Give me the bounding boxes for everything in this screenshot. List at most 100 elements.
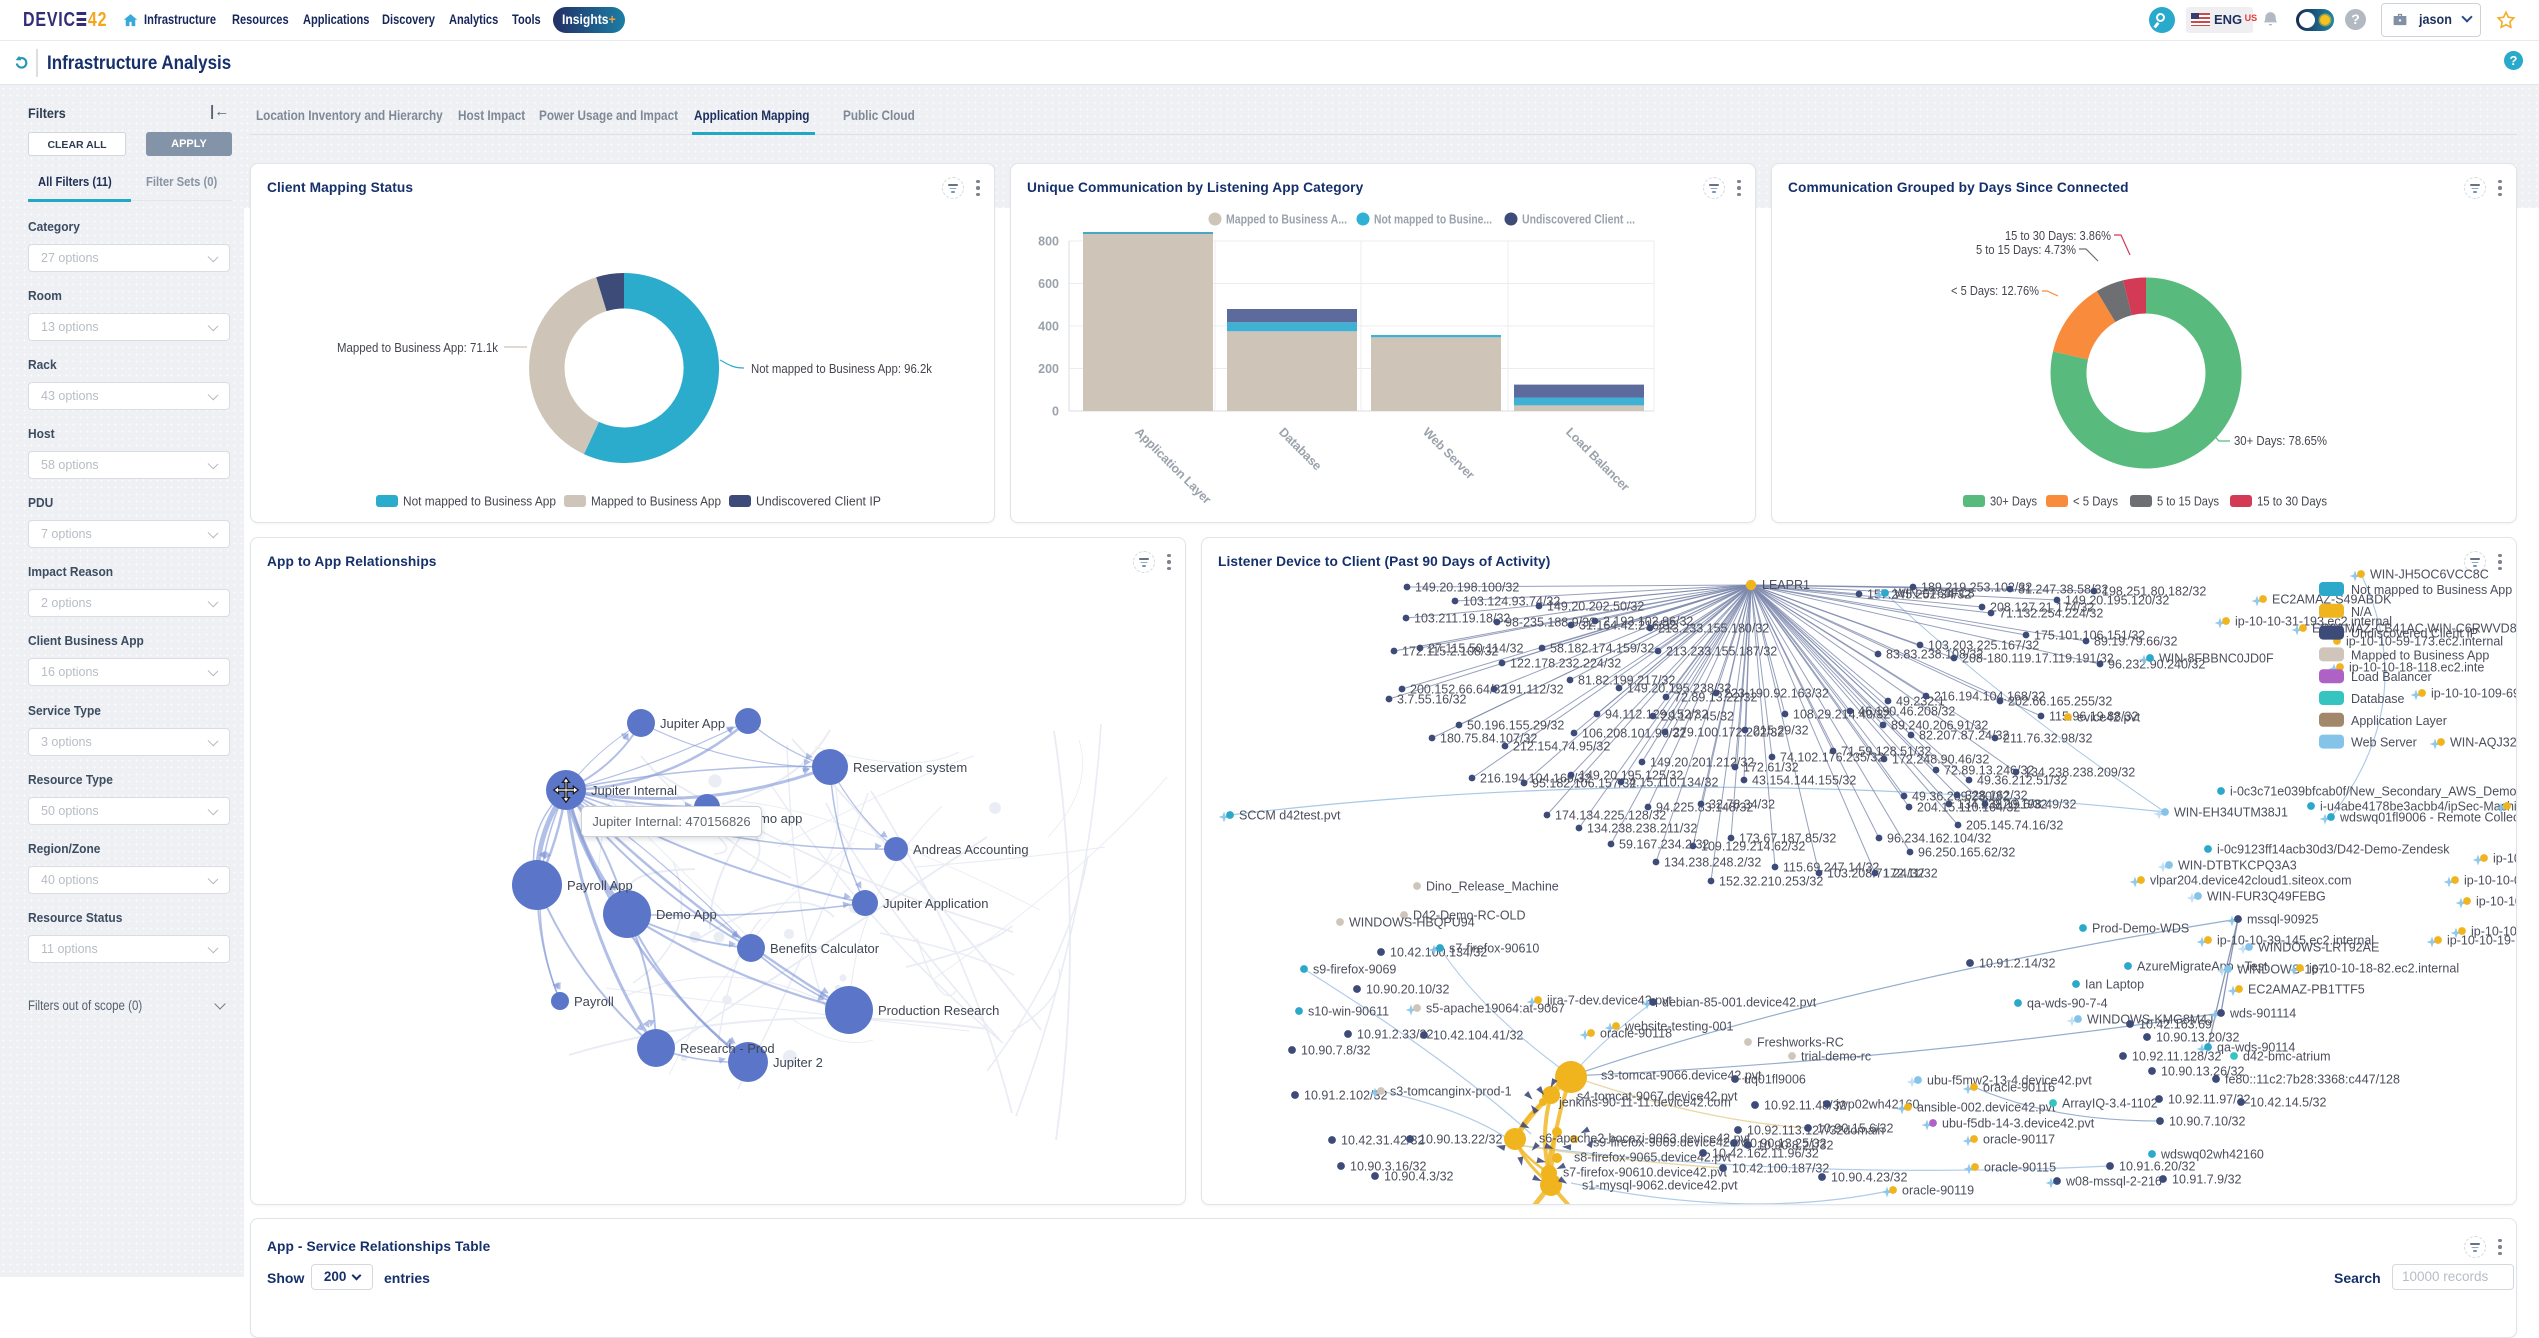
svg-text:10.90.4.23/32: 10.90.4.23/32 (1831, 1171, 1908, 1185)
svg-text:website-testing-001: website-testing-001 (1624, 1020, 1733, 1034)
svg-text:10.91.2.33/32: 10.91.2.33/32 (1357, 1028, 1434, 1042)
svg-text:Undiscovered Client ...: Undiscovered Client ... (1522, 213, 1635, 227)
svg-text:29.147.45/32: 29.147.45/32 (1661, 710, 1734, 724)
svg-text:ip-10-10-3: ip-10-10-3 (2516, 800, 2517, 814)
svg-text:74.102.176.235/32: 74.102.176.235/32 (1780, 751, 1884, 765)
svg-text:WINDOWS-LRT92AE: WINDOWS-LRT92AE (2258, 941, 2379, 955)
svg-text:89.19.79.66/32: 89.19.79.66/32 (2094, 635, 2177, 649)
svg-text:215.29/32: 215.29/32 (1753, 724, 1809, 738)
svg-text:202.66.165.255/32: 202.66.165.255/32 (2008, 695, 2112, 709)
svg-text:46.190.46.208/32: 46.190.46.208/32 (1858, 705, 1955, 719)
svg-text:debian-85-001.device42.pvt: debian-85-001.device42.pvt (1662, 996, 1817, 1010)
svg-text:10.90.15.6/32: 10.90.15.6/32 (1817, 1122, 1894, 1136)
svg-text:200.152.66.64/32: 200.152.66.64/32 (1410, 683, 1507, 697)
svg-text:71.59.128.51/32: 71.59.128.51/32 (1841, 745, 1931, 759)
svg-text:81.247.38.58/32: 81.247.38.58/32 (2018, 583, 2108, 597)
svg-text:109.129.214.62/32: 109.129.214.62/32 (1701, 840, 1805, 854)
svg-text:0: 0 (1052, 405, 1059, 419)
svg-text:WIN-AQJ324: WIN-AQJ324 (2450, 736, 2517, 750)
svg-text:mo app: mo app (759, 811, 802, 826)
svg-text:mssql-90925: mssql-90925 (2247, 913, 2319, 927)
svg-text:600: 600 (1038, 277, 1059, 291)
svg-text:ubu-f5mw2-13-4.device42.pvt: ubu-f5mw2-13-4.device42.pvt (1927, 1074, 2092, 1088)
svg-text:Undiscovered Client IP: Undiscovered Client IP (2351, 627, 2478, 641)
svg-text:i-0c3c71e039bfcab0f/New_Second: i-0c3c71e039bfcab0f/New_Secondary_AWS_De… (2230, 785, 2517, 799)
svg-text:SCCM d42test.pvt: SCCM d42test.pvt (1239, 809, 1341, 823)
svg-text:172.248.90.46/32: 172.248.90.46/32 (1892, 753, 1989, 767)
svg-text:15 to 30 Days: 3.86%: 15 to 30 Days: 3.86% (2005, 228, 2111, 243)
svg-text:5 to 15 Days: 4.73%: 5 to 15 Days: 4.73% (1976, 242, 2076, 257)
svg-text:115.69.247.14/32: 115.69.247.14/32 (1783, 861, 1879, 875)
svg-text:< 5 Days: < 5 Days (2073, 494, 2118, 509)
svg-text:191.112/32: 191.112/32 (1502, 683, 1564, 697)
svg-text:Jupiter Application: Jupiter Application (883, 896, 989, 911)
svg-text:30+ Days: 78.65%: 30+ Days: 78.65% (2234, 433, 2327, 448)
svg-text:EC2AMAZ-PB1TTF5: EC2AMAZ-PB1TTF5 (2248, 983, 2365, 997)
svg-text:122.178.232.224/32: 122.178.232.224/32 (1510, 657, 1621, 671)
svg-text:95.182.106.157/32: 95.182.106.157/32 (1532, 777, 1636, 791)
svg-text:174.134.225.128/32: 174.134.225.128/32 (1555, 809, 1666, 823)
svg-text:ip-10-10-6: ip-10-10-6 (2493, 852, 2517, 866)
svg-text:115.96.19.88/32: 115.96.19.88/32 (2049, 710, 2138, 724)
svg-text:ip-10-10-19-177.ec2.intern: ip-10-10-19-177.ec2.intern (2447, 934, 2517, 948)
svg-text:Jupiter 2: Jupiter 2 (773, 1055, 823, 1070)
svg-text:149.20.195.120/32: 149.20.195.120/32 (2065, 594, 2169, 608)
svg-text:10.92.11.97/32: 10.92.11.97/32 (2168, 1093, 2251, 1107)
svg-text:216.194.104.169/32: 216.194.104.169/32 (1480, 772, 1591, 786)
svg-text:208.127.21.174/32: 208.127.21.174/32 (1990, 601, 2094, 615)
svg-text:qa-wds-90-7-4: qa-wds-90-7-4 (2027, 997, 2108, 1011)
svg-text:Mapped to Business App: Mapped to Business App (591, 494, 721, 509)
svg-text:ArrayIQ-3.4-1102: ArrayIQ-3.4-1102 (2062, 1097, 2158, 1111)
svg-text:208-180.119.17.119.191/32: 208-180.119.17.119.191/32 (1962, 652, 2114, 666)
svg-text:328.162/32: 328.162/32 (1965, 789, 2028, 803)
svg-text:s4-tomcat-9067.device42.pvt: s4-tomcat-9067.device42.pvt (1577, 1090, 1738, 1104)
svg-text:10.90.13.26/32: 10.90.13.26/32 (2161, 1065, 2244, 1079)
svg-text:ip-10-10-99-14: ip-10-10-99-14 (2476, 895, 2517, 909)
svg-text:WIN-FUR3Q49FEBG: WIN-FUR3Q49FEBG (2207, 890, 2326, 904)
svg-text:82.207.87.24/32: 82.207.87.24/32 (1919, 729, 2009, 743)
svg-text:213.233.155.180/32: 213.233.155.180/32 (1658, 622, 1769, 636)
svg-text:jwp02wh42160: jwp02wh42160 (1835, 1098, 1919, 1112)
svg-text:149.20.202.50/32: 149.20.202.50/32 (1547, 600, 1644, 614)
svg-text:9.20.198.49/32: 9.20.198.49/32 (1993, 798, 2076, 812)
svg-text:s1-mysql-9062.device42.pvt: s1-mysql-9062.device42.pvt (1582, 1179, 1738, 1193)
svg-text:10.42.100.187/32: 10.42.100.187/32 (1732, 1162, 1829, 1176)
svg-text:134.238.19.6/32: 134.238.19.6/32 (1957, 798, 2047, 812)
svg-text:205.145.74.16/32: 205.145.74.16/32 (1966, 819, 2063, 833)
svg-text:172.11/32: 172.11/32 (1883, 867, 1938, 881)
svg-text:4.15.110.134/32: 4.15.110.134/32 (1629, 776, 1718, 790)
svg-text:2.193.102.96/32: 2.193.102.96/32 (1603, 615, 1693, 629)
svg-text:89.240.206.91/32: 89.240.206.91/32 (1891, 719, 1988, 733)
svg-text:Production Research: Production Research (878, 1003, 999, 1018)
svg-text:WINDOWS-HBQPU94: WINDOWS-HBQPU94 (1349, 916, 1475, 930)
svg-text:Andreas Accounting: Andreas Accounting (913, 842, 1029, 857)
svg-text:ip-10-10-31-193.ec2.internal: ip-10-10-31-193.ec2.internal (2235, 615, 2392, 629)
svg-text:27.115.50.114/32: 27.115.50.114/32 (1428, 642, 1524, 656)
svg-text:ansible-002.device42.pvt: ansible-002.device42.pvt (1917, 1101, 2056, 1115)
svg-text:Prod-Demo-WDS: Prod-Demo-WDS (2092, 922, 2189, 936)
svg-text:Not mapped to Business App: Not mapped to Business App (403, 494, 556, 509)
svg-text:10.42.31.42/32: 10.42.31.42/32 (1341, 1134, 1424, 1148)
svg-text:uq01fl9006: uq01fl9006 (1744, 1073, 1806, 1087)
svg-text:wdswq02wh42160: wdswq02wh42160 (2160, 1148, 2264, 1162)
svg-text:wdswq01fl9006 - Remote Collec: wdswq01fl9006 - Remote Collec (2339, 811, 2517, 825)
svg-text:EC2AMAZ-CB41AC WIN-C6RWVD8M6JK: EC2AMAZ-CB41AC WIN-C6RWVD8M6JK (2312, 622, 2517, 636)
svg-text:s6-apache2-bocazi-9063.device4: s6-apache2-bocazi-9063.device42.pvt (1539, 1132, 1751, 1146)
svg-text:15 to 30 Days: 15 to 30 Days (2257, 494, 2327, 509)
svg-text:213.233.155.187/32: 213.233.155.187/32 (1666, 645, 1777, 659)
svg-text:134.238.238.209/32: 134.238.238.209/32 (2024, 766, 2135, 780)
svg-text:157.245.252.34/32: 157.245.252.34/32 (1867, 588, 1971, 602)
svg-text:AzureMigrateApp - Test: AzureMigrateApp - Test (2137, 960, 2268, 974)
svg-text:s9-firefox-9069: s9-firefox-9069 (1313, 963, 1396, 977)
svg-text:172.61/32: 172.61/32 (1743, 761, 1799, 775)
svg-text:30+ Days: 30+ Days (1990, 494, 2037, 509)
svg-text:jira-7-dev.device42.pvt: jira-7-dev.device42.pvt (1546, 994, 1672, 1008)
svg-text:oracle-90118: oracle-90118 (1600, 1027, 1672, 1041)
svg-text:wds-901114: wds-901114 (2229, 1007, 2296, 1021)
svg-text:10.90.7.10/32: 10.90.7.10/32 (2169, 1115, 2246, 1129)
svg-text:10.91.2.14/32: 10.91.2.14/32 (1979, 957, 2056, 971)
svg-text:10.42.14.5/32: 10.42.14.5/32 (2250, 1096, 2327, 1110)
svg-text:212.154.74.95/32: 212.154.74.95/32 (1513, 740, 1610, 754)
svg-text:83.83.238.108/32: 83.83.238.108/32 (1886, 648, 1983, 662)
svg-text:49.232.1: 49.232.1 (1896, 695, 1945, 709)
